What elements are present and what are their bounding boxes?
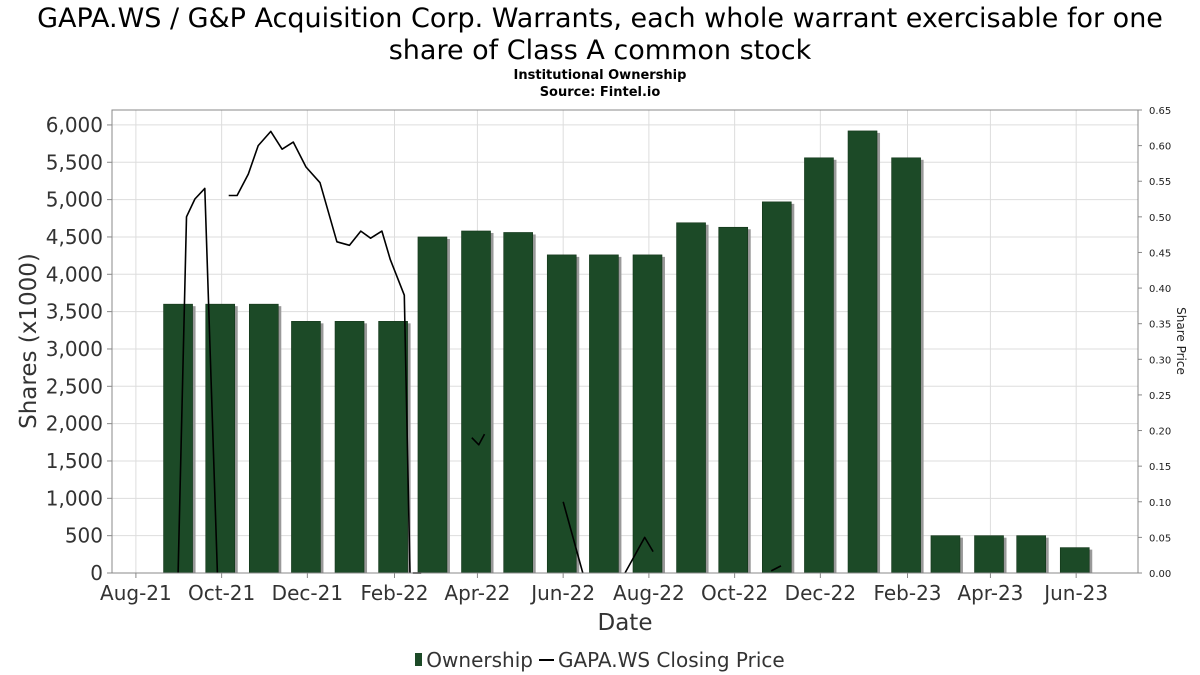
ownership-bar [163, 303, 193, 574]
y2-tick-label: 0.35 [1149, 320, 1171, 331]
price-line-segment [624, 536, 654, 574]
y2-tick-label: 0.15 [1149, 462, 1171, 473]
y2-tick-label: 0.25 [1149, 391, 1171, 402]
y2-tick-label: 0.05 [1149, 533, 1171, 544]
y2-tick-label: 0.50 [1149, 213, 1171, 224]
y-axis-title: Shares (x1000) [16, 253, 42, 429]
x-tick-label: Jun-23 [1042, 581, 1108, 605]
legend-ownership-label: Ownership [426, 647, 533, 672]
legend-price-swatch [538, 658, 554, 661]
ownership-bar [417, 236, 448, 574]
y2-axis-title: Share Price [1174, 307, 1188, 375]
price-line [177, 130, 782, 574]
ownership-bar [546, 254, 577, 574]
x-axis-title: Date [598, 610, 653, 636]
price-line-segment [177, 187, 219, 574]
y2-tick-label: 0.30 [1149, 355, 1171, 366]
y-tick-label: 4,000 [46, 262, 103, 286]
x-tick-label: Apr-23 [957, 581, 1023, 605]
price-line-segment [770, 565, 782, 572]
y-tick-label: 500 [65, 524, 103, 548]
ownership-bars [163, 130, 1093, 574]
y2-tick-label: 0.60 [1149, 142, 1171, 153]
ownership-bar [1016, 535, 1046, 574]
x-tick-label: Feb-22 [360, 581, 428, 605]
y2-tick-label: 0.00 [1149, 569, 1171, 580]
y-axis-left: 0 500 1,000 1,500 2,000 2,500 3,000 3,500 4,000 4… [46, 113, 112, 585]
ownership-bar [676, 222, 706, 574]
y-tick-label: 0 [90, 561, 103, 585]
x-tick-label: Aug-22 [613, 581, 685, 605]
x-tick-label: Feb-23 [873, 581, 941, 605]
x-tick-label: Dec-21 [272, 581, 343, 605]
chart-title-line1: GAPA.WS / G&P Acquisition Corp. Warrants… [37, 3, 1163, 34]
ownership-bar [632, 254, 663, 574]
price-line-segment [471, 433, 486, 446]
ownership-bar [804, 157, 834, 574]
x-tick-label: Oct-21 [188, 581, 255, 605]
ownership-bar [718, 226, 749, 574]
x-axis: Aug-21 Oct-21 Dec-21 Feb-22 Apr-22 Jun-22 Aug-… [100, 573, 1108, 605]
ownership-bar [589, 254, 619, 574]
x-tick-label: Aug-21 [100, 581, 172, 605]
x-tick-label: Dec-22 [785, 581, 856, 605]
y-tick-label: 1,500 [46, 449, 103, 473]
x-tick-label: Jun-22 [529, 581, 595, 605]
chart-source: Source: Fintel.io [539, 85, 661, 100]
y2-tick-label: 0.65 [1149, 106, 1171, 117]
ownership-bar [761, 201, 792, 574]
ownership-bar [1059, 547, 1090, 574]
ownership-bar [248, 303, 279, 574]
ownership-bar [461, 230, 491, 574]
x-tick-label: Apr-22 [444, 581, 510, 605]
y-tick-label: 4,500 [46, 225, 103, 249]
chart-subtitle: Institutional Ownership [513, 68, 687, 83]
ownership-bar [378, 321, 408, 574]
y-tick-label: 1,000 [46, 486, 103, 510]
y-tick-label: 2,000 [46, 412, 103, 436]
legend-price-label: GAPA.WS Closing Price [557, 647, 785, 672]
plot-frame [111, 109, 1139, 574]
y-tick-label: 5,500 [46, 150, 103, 174]
legend: Ownership GAPA.WS Closing Price [0, 646, 1200, 672]
chart-title-line2: share of Class A common stock [388, 35, 812, 66]
y2-tick-label: 0.10 [1149, 498, 1171, 509]
price-line-segment [228, 130, 411, 574]
ownership-bar [503, 232, 533, 574]
y-axis-right: 0.00 0.05 0.10 0.15 0.20 0.25 0.30 0.35 0.40 0.45… [1138, 106, 1171, 580]
ownership-bar [847, 130, 878, 574]
y-tick-label: 6,000 [46, 113, 103, 137]
y-tick-label: 3,000 [46, 337, 103, 361]
ownership-bar [291, 321, 321, 574]
price-line-segment [562, 501, 584, 574]
y-tick-label: 5,000 [46, 188, 103, 212]
y2-tick-label: 0.55 [1149, 177, 1171, 188]
y-tick-label: 2,500 [46, 374, 103, 398]
y-tick-label: 3,500 [46, 300, 103, 324]
legend-ownership-swatch [415, 653, 423, 666]
ownership-bar [930, 535, 961, 574]
ownership-bar [891, 157, 921, 574]
ownership-bar [334, 321, 365, 574]
x-tick-label: Oct-22 [701, 581, 768, 605]
y2-tick-label: 0.20 [1149, 427, 1171, 438]
y2-tick-label: 0.40 [1149, 284, 1171, 295]
y2-tick-label: 0.45 [1149, 248, 1171, 259]
ownership-bar [974, 535, 1004, 574]
